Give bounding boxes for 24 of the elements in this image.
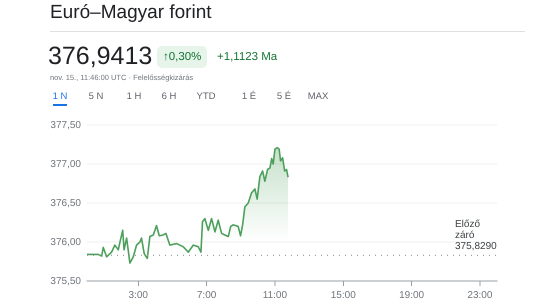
text: 1 H xyxy=(126,91,142,104)
x-tick-label: 19:00 xyxy=(399,290,425,301)
y-tick-label: 376,50 xyxy=(50,198,82,209)
ref-line-label: Előző záró 375,8290 xyxy=(455,219,498,252)
x-tick-label: 3:00 xyxy=(128,290,148,301)
x-tick-label: 23:00 xyxy=(467,290,493,301)
text: +1,1123 Ma xyxy=(217,50,278,65)
text: MAX xyxy=(308,91,328,104)
chart-title: Euró–Magyar forint xyxy=(50,2,212,24)
x-tick-label: 15:00 xyxy=(330,290,356,301)
text: YTD xyxy=(196,91,216,104)
text: 1 N xyxy=(52,91,68,106)
y-tick-label: 377,50 xyxy=(50,120,82,131)
y-tick-label: 377,00 xyxy=(50,158,82,170)
y-tick-label: 375,50 xyxy=(50,276,82,287)
text: 376,9413 xyxy=(48,42,152,71)
text: 1 É xyxy=(242,91,256,104)
text: 6 H xyxy=(162,91,176,104)
x-tick-label: 7:00 xyxy=(196,290,217,301)
text: 5 N xyxy=(88,91,104,104)
x-tick-label: 11:00 xyxy=(262,290,288,301)
y-tick-label: 376,00 xyxy=(50,236,82,248)
text: ↑0,30% xyxy=(157,46,208,68)
text: 5 É xyxy=(276,91,292,104)
